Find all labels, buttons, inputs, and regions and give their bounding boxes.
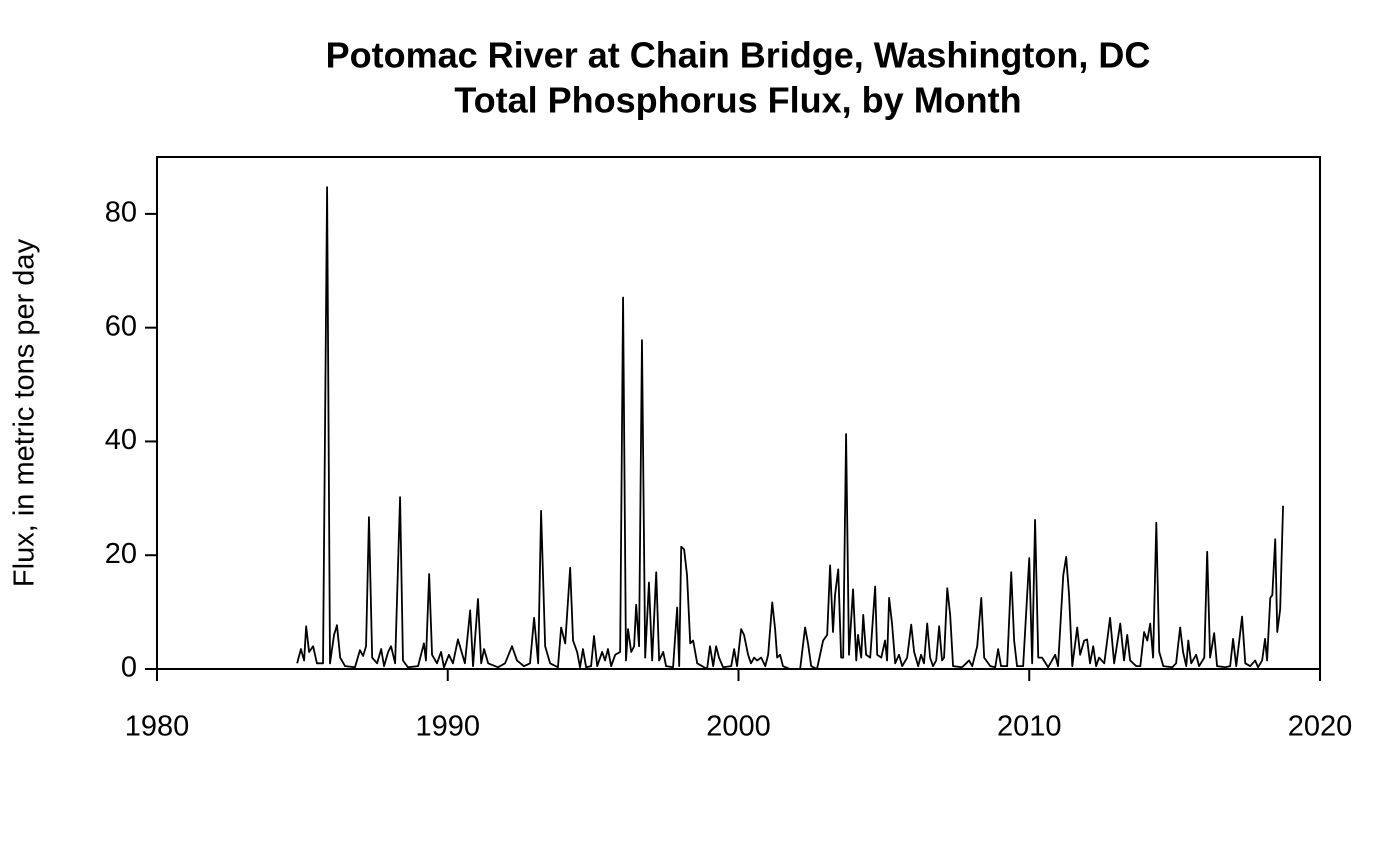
chart-subtitle: Total Phosphorus Flux, by Month bbox=[454, 80, 1021, 121]
data-line bbox=[296, 186, 1284, 670]
x-tick-label: 2020 bbox=[1288, 711, 1353, 743]
x-tick-label: 2000 bbox=[706, 711, 771, 743]
y-axis-label: Flux, in metric tons per day bbox=[9, 238, 41, 587]
y-tick-label: 80 bbox=[105, 197, 137, 229]
y-tick-label: 20 bbox=[105, 538, 137, 570]
y-tick-label: 0 bbox=[121, 652, 137, 684]
x-tick-label: 1980 bbox=[125, 711, 190, 743]
x-tick-label: 2010 bbox=[997, 711, 1062, 743]
y-tick-label: 40 bbox=[105, 424, 137, 456]
chart-title: Potomac River at Chain Bridge, Washingto… bbox=[326, 35, 1151, 76]
x-tick-label: 1990 bbox=[415, 711, 480, 743]
y-tick-label: 60 bbox=[105, 310, 137, 342]
plot-frame bbox=[156, 156, 1321, 670]
